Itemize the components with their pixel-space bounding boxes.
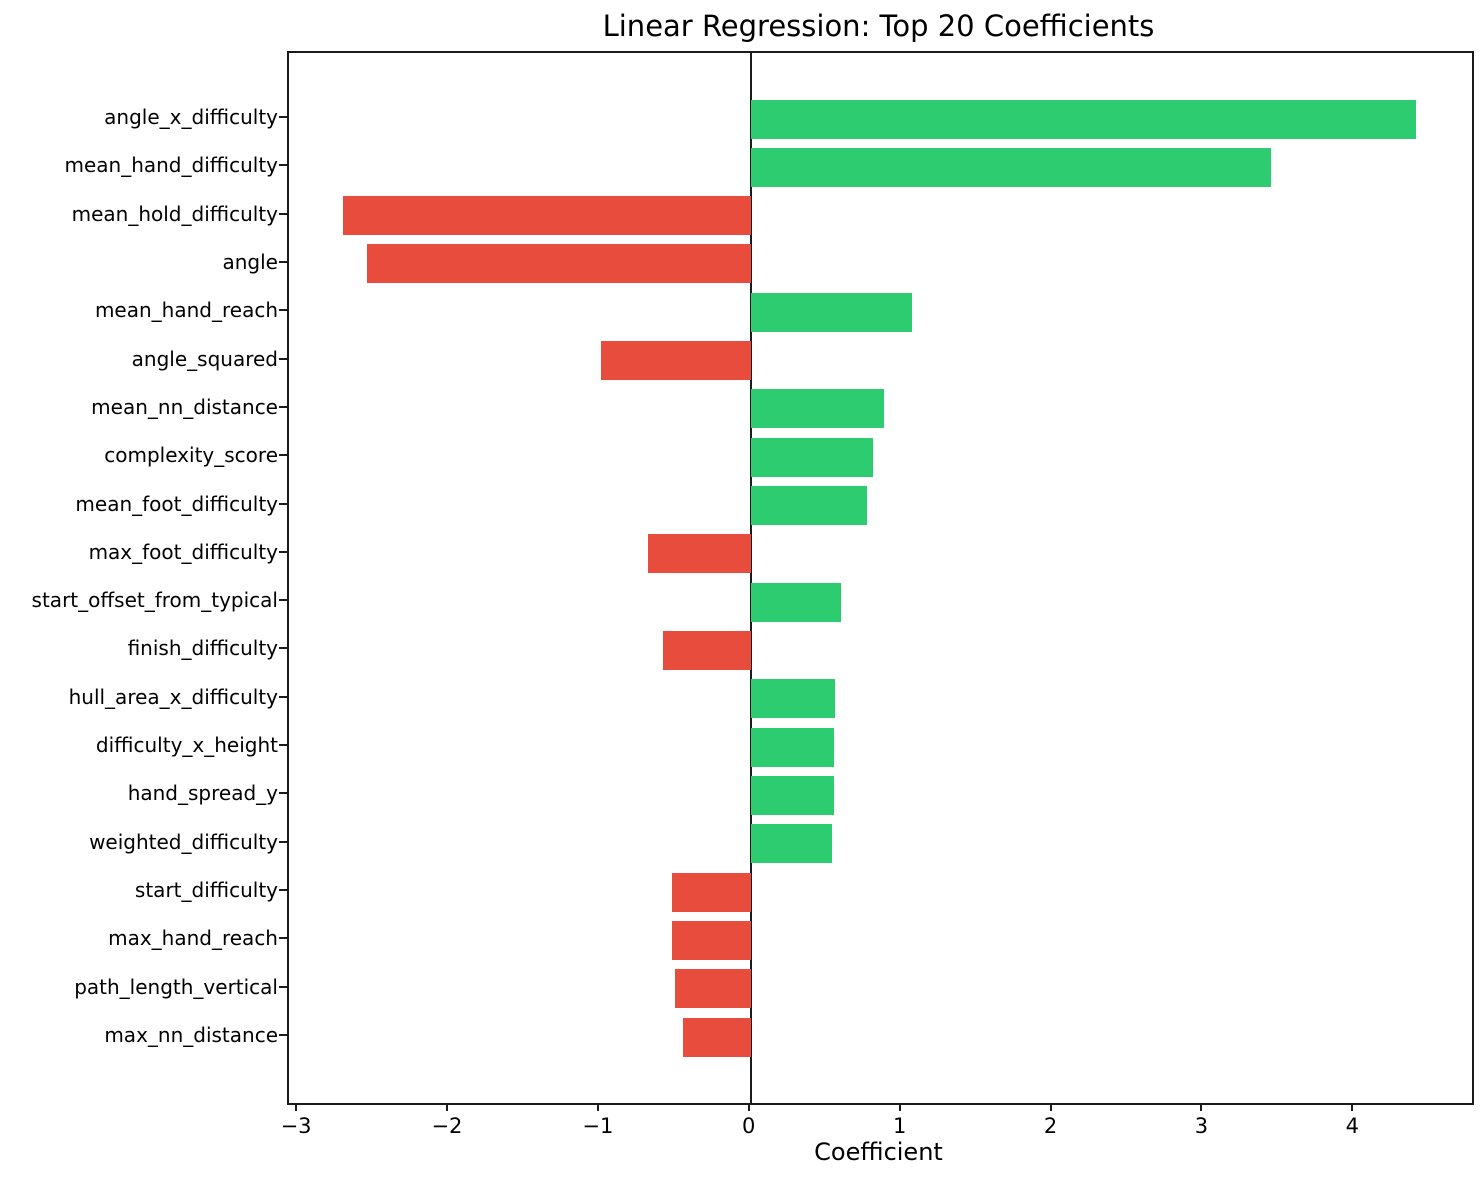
- bar: [601, 341, 751, 381]
- y-tick-label: path_length_vertical: [74, 974, 278, 999]
- x-tick: [1049, 1103, 1052, 1111]
- y-tick-label: angle_squared: [131, 346, 278, 371]
- x-tick-label: −2: [431, 1114, 463, 1138]
- y-tick-label: angle: [222, 249, 279, 274]
- y-tick: [279, 502, 287, 505]
- y-tick-label: max_foot_difficulty: [88, 539, 278, 564]
- x-tick: [445, 1103, 448, 1111]
- y-tick: [279, 647, 287, 650]
- bar: [750, 679, 836, 719]
- x-tick-label: 1: [892, 1114, 907, 1138]
- y-tick-label: mean_hand_reach: [94, 298, 278, 323]
- y-tick: [279, 840, 287, 843]
- bar: [663, 630, 751, 670]
- y-tick: [279, 550, 287, 553]
- bar: [750, 775, 834, 815]
- y-tick: [279, 212, 287, 215]
- y-tick-label: mean_foot_difficulty: [75, 491, 278, 516]
- bar: [750, 437, 873, 477]
- y-tick: [279, 309, 287, 312]
- x-tick: [747, 1103, 750, 1111]
- y-tick: [279, 744, 287, 747]
- bar: [367, 244, 751, 284]
- y-tick-label: hull_area_x_difficulty: [68, 684, 278, 709]
- bar: [648, 534, 751, 574]
- x-tick-label: 3: [1194, 1114, 1209, 1138]
- x-axis-label: Coefficient: [814, 1138, 943, 1166]
- x-tick-label: 4: [1345, 1114, 1359, 1138]
- y-tick: [279, 889, 287, 892]
- y-tick-label: max_hand_reach: [108, 926, 278, 951]
- y-tick: [279, 454, 287, 457]
- y-tick-label: complexity_score: [104, 443, 278, 468]
- chart-title: Linear Regression: Top 20 Coefficients: [602, 9, 1155, 43]
- y-tick-label: mean_nn_distance: [91, 394, 278, 419]
- bar: [750, 824, 833, 864]
- bar: [675, 969, 751, 1009]
- bar: [672, 920, 751, 960]
- x-tick: [1351, 1103, 1354, 1111]
- bar: [750, 292, 913, 332]
- bar: [750, 486, 867, 526]
- x-tick-label: −1: [582, 1114, 614, 1138]
- x-tick: [1200, 1103, 1203, 1111]
- y-tick: [279, 792, 287, 795]
- y-tick-label: mean_hold_difficulty: [71, 201, 278, 226]
- y-tick-label: finish_difficulty: [127, 636, 278, 661]
- x-tick-label: 0: [742, 1114, 756, 1138]
- y-tick: [279, 116, 287, 118]
- y-tick: [279, 260, 287, 263]
- y-tick: [279, 985, 287, 988]
- y-tick: [279, 357, 287, 360]
- y-tick-label: weighted_difficulty: [89, 829, 278, 854]
- y-tick: [279, 599, 287, 602]
- x-tick: [898, 1103, 901, 1111]
- y-tick: [279, 937, 287, 940]
- bar: [750, 582, 842, 622]
- bar: [682, 1017, 751, 1057]
- plot-area: [287, 51, 1474, 1105]
- bar: [672, 872, 751, 912]
- y-tick-label: difficulty_x_height: [95, 733, 278, 758]
- x-tick-label: −3: [280, 1114, 312, 1138]
- y-tick-label: start_offset_from_typical: [31, 588, 278, 613]
- bar: [750, 147, 1272, 187]
- y-tick-label: angle_x_difficulty: [104, 105, 278, 129]
- y-tick: [279, 405, 287, 408]
- bar: [750, 389, 884, 429]
- x-tick: [295, 1103, 298, 1111]
- y-tick: [279, 164, 287, 167]
- x-tick-label: 2: [1043, 1114, 1058, 1138]
- x-tick: [596, 1103, 599, 1111]
- y-tick: [279, 695, 287, 698]
- zero-line: [749, 53, 752, 1103]
- y-tick-label: mean_hand_difficulty: [64, 153, 278, 178]
- bar: [343, 196, 751, 236]
- y-tick: [279, 1034, 287, 1036]
- y-tick-label: start_difficulty: [134, 878, 278, 903]
- y-tick-label: hand_spread_y: [127, 781, 278, 806]
- bar: [750, 99, 1417, 139]
- y-tick-label: max_nn_distance: [104, 1023, 278, 1047]
- bar: [750, 727, 834, 767]
